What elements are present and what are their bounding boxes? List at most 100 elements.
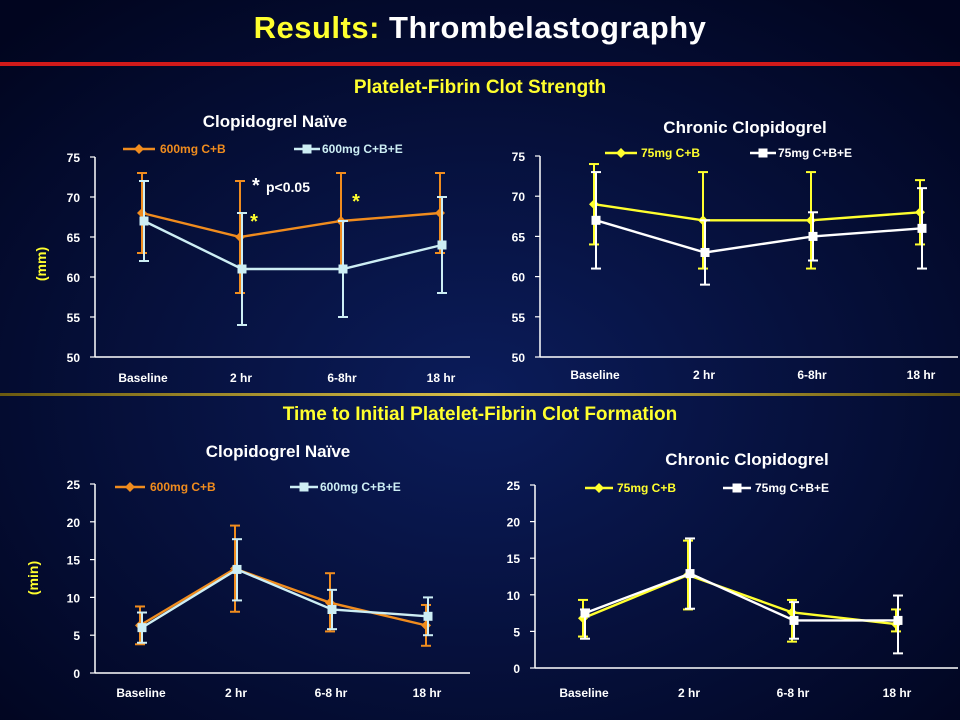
- strength-chronic-legend-label: 75mg C+B+E: [778, 146, 852, 160]
- time-chronic-series-line-2: [584, 572, 898, 622]
- time-naive-y-tick-label: 0: [73, 667, 80, 681]
- title-divider: [0, 62, 960, 66]
- time-chronic-y-tick-label: 20: [507, 516, 521, 530]
- strength-chronic-y-tick-label: 55: [512, 311, 526, 325]
- strength-naive-data-point: [338, 264, 348, 274]
- strength-naive-y-tick-label: 55: [67, 311, 81, 325]
- strength-chronic-x-tick-label: 18 hr: [907, 368, 936, 382]
- strength-chronic-y-tick-label: 65: [512, 230, 526, 244]
- time-chronic-y-tick-label: 25: [507, 479, 521, 493]
- significance-note: p<0.05: [266, 179, 310, 195]
- time-naive-data-point: [421, 620, 431, 631]
- time-naive-x-tick-label: 6-8 hr: [315, 686, 348, 700]
- time-chronic-x-tick-label: 18 hr: [883, 686, 912, 700]
- strength-chronic-x-tick-label: Baseline: [570, 368, 620, 382]
- strength-chronic-x-tick-label: 6-8hr: [797, 368, 827, 382]
- time-chronic-y-tick-label: 5: [513, 625, 520, 639]
- slide-title-main: Thrombelastography: [389, 10, 707, 45]
- strength-naive-data-point: [139, 216, 149, 226]
- time-naive-data-point: [327, 604, 337, 614]
- strength-naive-legend-marker: [302, 144, 312, 154]
- strength-chronic-data-point: [915, 207, 925, 218]
- time-chronic-y-tick-label: 15: [507, 552, 521, 566]
- strength-naive-x-tick-label: 6-8hr: [327, 371, 357, 385]
- strength-chronic-data-point: [589, 199, 599, 210]
- time-naive-legend-marker: [125, 482, 135, 492]
- section-title-clot-strength: Platelet-Fibrin Clot Strength: [353, 77, 607, 98]
- time-naive-data-point: [137, 623, 147, 633]
- strength-chronic-data-point: [917, 223, 927, 233]
- time-chronic-data-point: [789, 615, 799, 625]
- strength-naive-data-point: [437, 240, 447, 250]
- time-naive-legend-label: 600mg C+B+E: [320, 480, 401, 494]
- strength-chronic-series-line-1: [593, 203, 921, 222]
- time-chronic-legend-label: 75mg C+B+E: [755, 481, 829, 495]
- time-naive-series-line-2: [141, 568, 429, 629]
- strength-naive-y-tick-label: 70: [67, 191, 81, 205]
- time-naive-legend-marker: [299, 482, 309, 492]
- time-naive-x-tick-label: 18 hr: [413, 686, 442, 700]
- strength-naive-significance-marker: *: [250, 211, 258, 233]
- time-chronic-legend-marker: [732, 483, 742, 493]
- time-naive-y-tick-label: 10: [67, 591, 81, 605]
- strength-naive-y-tick-label: 50: [67, 351, 81, 365]
- strength-chronic-data-point: [808, 231, 818, 241]
- time-chronic-x-tick-label: 2 hr: [678, 686, 700, 700]
- strength-naive-data-point: [235, 232, 245, 242]
- strength-naive-significance-marker: *: [352, 191, 360, 213]
- strength-chronic-legend-label: 75mg C+B: [641, 146, 700, 160]
- strength-naive-y-tick-label: 75: [67, 151, 81, 165]
- time-chronic-data-point: [685, 569, 695, 579]
- slide-title-accent: Results:: [253, 10, 380, 45]
- strength-naive-legend-label: 600mg C+B: [160, 142, 226, 156]
- strength-chronic-series-line-2: [595, 219, 923, 254]
- strength-chronic-data-point: [806, 215, 816, 226]
- strength-chronic-data-point: [700, 247, 710, 257]
- strength-chronic-y-tick-label: 50: [512, 351, 526, 365]
- time-chronic-title: Chronic Clopidogrel: [665, 450, 828, 469]
- time-chronic-series-line-1: [582, 573, 897, 626]
- strength-chronic-y-tick-label: 70: [512, 190, 526, 204]
- time-naive-title: Clopidogrel Naïve: [206, 442, 351, 461]
- strength-chronic-legend-marker: [616, 148, 626, 158]
- time-naive-y-tick-label: 5: [73, 629, 80, 643]
- strength-naive-y-tick-label: 60: [67, 271, 81, 285]
- time-naive-data-point: [232, 564, 242, 574]
- time-chronic-x-tick-label: 6-8 hr: [777, 686, 810, 700]
- y-unit-label-bottom: (min): [25, 561, 41, 595]
- time-naive-y-tick-label: 25: [67, 478, 81, 492]
- strength-naive-x-tick-label: Baseline: [118, 371, 168, 385]
- time-chronic-x-tick-label: Baseline: [559, 686, 609, 700]
- section-divider: [0, 393, 960, 396]
- time-chronic-legend-label: 75mg C+B: [617, 481, 676, 495]
- slide-title: Results: Thrombelastography: [0, 10, 960, 46]
- strength-chronic-data-point: [591, 215, 601, 225]
- strength-naive-x-tick-label: 18 hr: [427, 371, 456, 385]
- strength-chronic-y-tick-label: 60: [512, 271, 526, 285]
- time-naive-data-point: [423, 611, 433, 621]
- strength-naive-y-tick-label: 65: [67, 231, 81, 245]
- time-naive-x-tick-label: 2 hr: [225, 686, 247, 700]
- strength-naive-data-point: [435, 208, 445, 218]
- strength-chronic-legend-marker: [758, 148, 768, 158]
- strength-naive-data-point: [237, 264, 247, 274]
- strength-naive-legend-label: 600mg C+B+E: [322, 142, 403, 156]
- strength-naive-x-tick-label: 2 hr: [230, 371, 252, 385]
- time-naive-y-tick-label: 20: [67, 516, 81, 530]
- y-unit-label-top: (mm): [33, 247, 49, 281]
- significance-note-marker: *: [252, 175, 260, 197]
- time-naive-series-line-1: [139, 567, 427, 627]
- time-chronic-y-tick-label: 10: [507, 589, 521, 603]
- time-naive-x-tick-label: Baseline: [116, 686, 166, 700]
- time-chronic-data-point: [787, 607, 797, 618]
- strength-chronic-x-tick-label: 2 hr: [693, 368, 715, 382]
- time-naive-legend-label: 600mg C+B: [150, 480, 216, 494]
- time-chronic-y-tick-label: 0: [513, 662, 520, 676]
- section-title-clot-formation: Time to Initial Platelet-Fibrin Clot For…: [282, 404, 678, 425]
- time-chronic-legend-marker: [594, 483, 604, 493]
- strength-naive-legend-marker: [134, 144, 144, 154]
- time-chronic-data-point: [893, 615, 903, 625]
- strength-naive-series-line-1: [141, 211, 441, 239]
